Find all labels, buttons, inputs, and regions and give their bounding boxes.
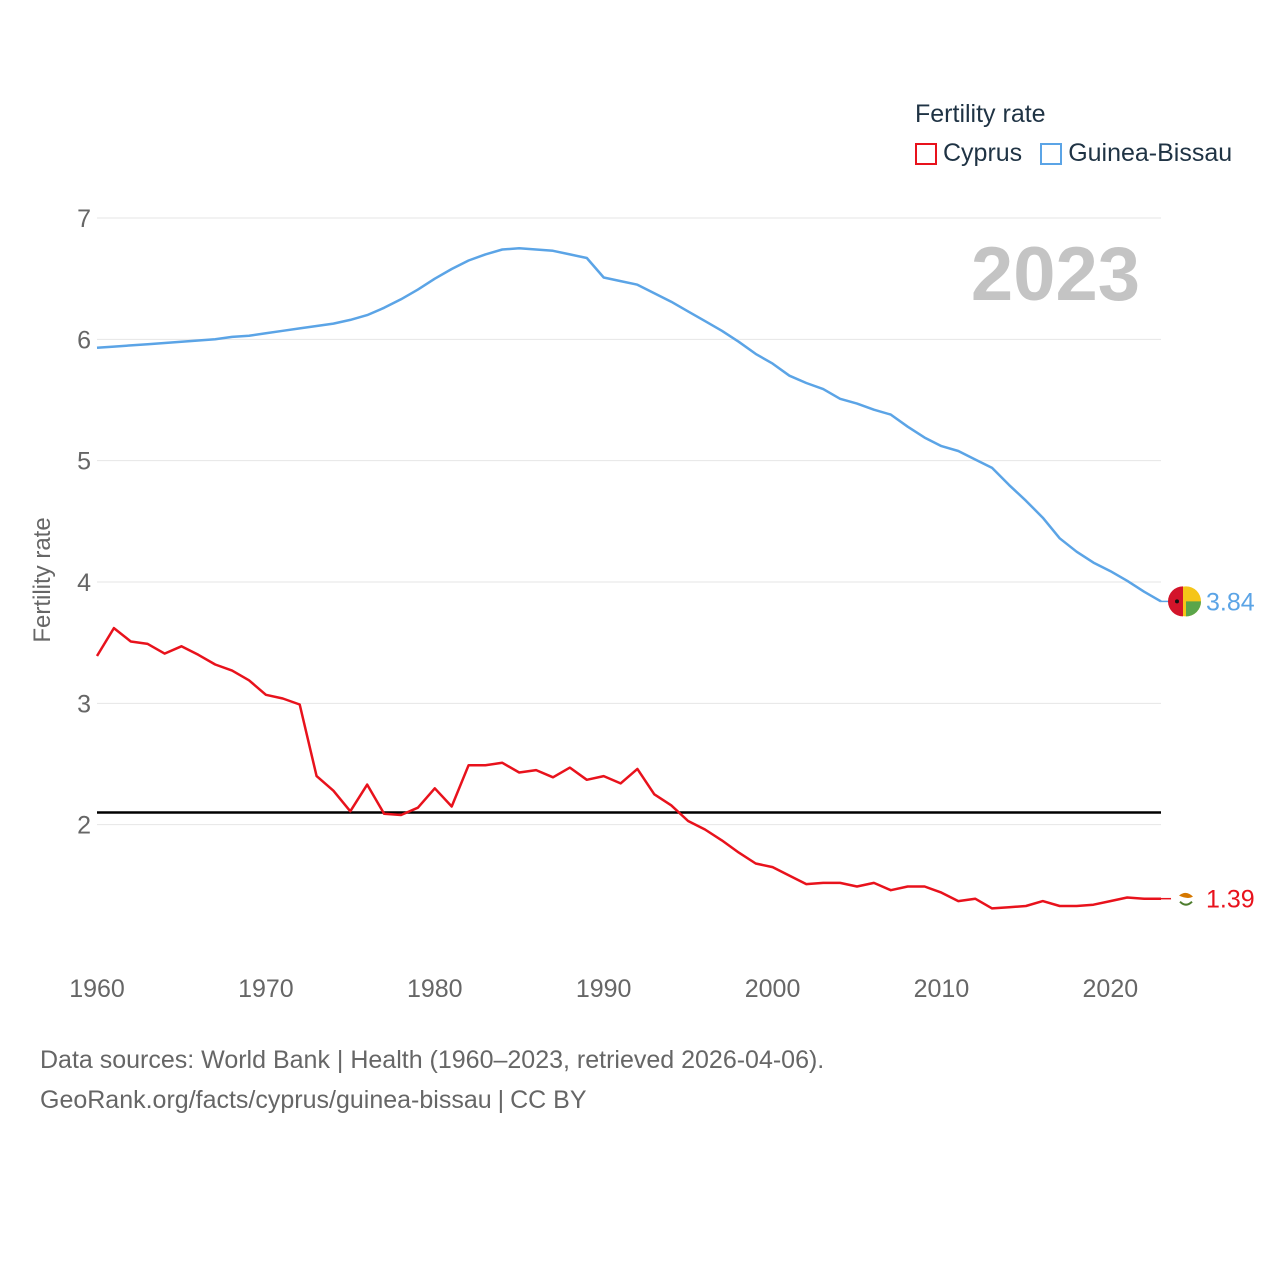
y-tick-7: 7 <box>77 205 91 233</box>
end-label-guinea-bissau: 3.84 <box>1206 588 1255 616</box>
series-lines <box>95 247 1162 910</box>
year-watermark: 2023 <box>971 232 1140 317</box>
footer: Data sources: World Bank | Health (1960–… <box>40 1040 824 1120</box>
data-sources: Data sources: World Bank | Health (1960–… <box>40 1046 825 1074</box>
flag-icon-cyprus-branches <box>1179 900 1193 906</box>
x-tick-2020: 2020 <box>1083 975 1139 1003</box>
legend-label-cyprus: Cyprus <box>943 139 1023 167</box>
y-tick-5: 5 <box>77 448 91 476</box>
legend-swatch-guinea-bissau <box>1040 142 1063 165</box>
x-tick-2000: 2000 <box>745 975 801 1003</box>
x-tick-1990: 1990 <box>576 975 632 1003</box>
x-tick-labels: 1960 1970 1980 1990 2000 2010 2020 <box>69 975 1138 1003</box>
legend-item-cyprus[interactable]: Cyprus <box>915 139 1022 168</box>
license: CC BY <box>510 1086 587 1114</box>
end-markers: 1.39 3.84 <box>1161 586 1255 914</box>
x-tick-1960: 1960 <box>69 975 125 1003</box>
series-line-guinea-bissau <box>96 247 1162 603</box>
y-tick-labels: 2 3 4 5 6 7 <box>77 205 91 840</box>
legend-item-guinea-bissau[interactable]: Guinea-Bissau <box>1040 139 1232 168</box>
flag-icon-guinea-bissau-green <box>1186 601 1201 617</box>
series-line-cyprus <box>95 626 1161 910</box>
end-label-cyprus: 1.39 <box>1206 886 1255 914</box>
source-link[interactable]: GeoRank.org/facts/cyprus/guinea-bissau <box>40 1086 492 1114</box>
flag-icon-guinea-bissau-star <box>1175 599 1179 604</box>
legend: Fertility rate Cyprus Guinea-Bissau <box>915 100 1250 168</box>
flag-icon-cyprus <box>1171 883 1201 914</box>
x-tick-1970: 1970 <box>238 975 294 1003</box>
legend-label-guinea-bissau: Guinea-Bissau <box>1068 139 1233 167</box>
x-tick-1980: 1980 <box>407 975 463 1003</box>
y-tick-4: 4 <box>77 569 91 597</box>
x-tick-2010: 2010 <box>914 975 970 1003</box>
flag-icon-cyprus-island <box>1179 892 1193 898</box>
legend-swatch-cyprus <box>915 142 937 165</box>
y-axis-label: Fertility rate <box>29 517 56 642</box>
y-tick-6: 6 <box>77 326 91 354</box>
gridlines <box>97 217 1161 826</box>
y-tick-3: 3 <box>77 690 91 718</box>
y-tick-2: 2 <box>77 812 91 840</box>
legend-title: Fertility rate <box>915 100 1046 128</box>
